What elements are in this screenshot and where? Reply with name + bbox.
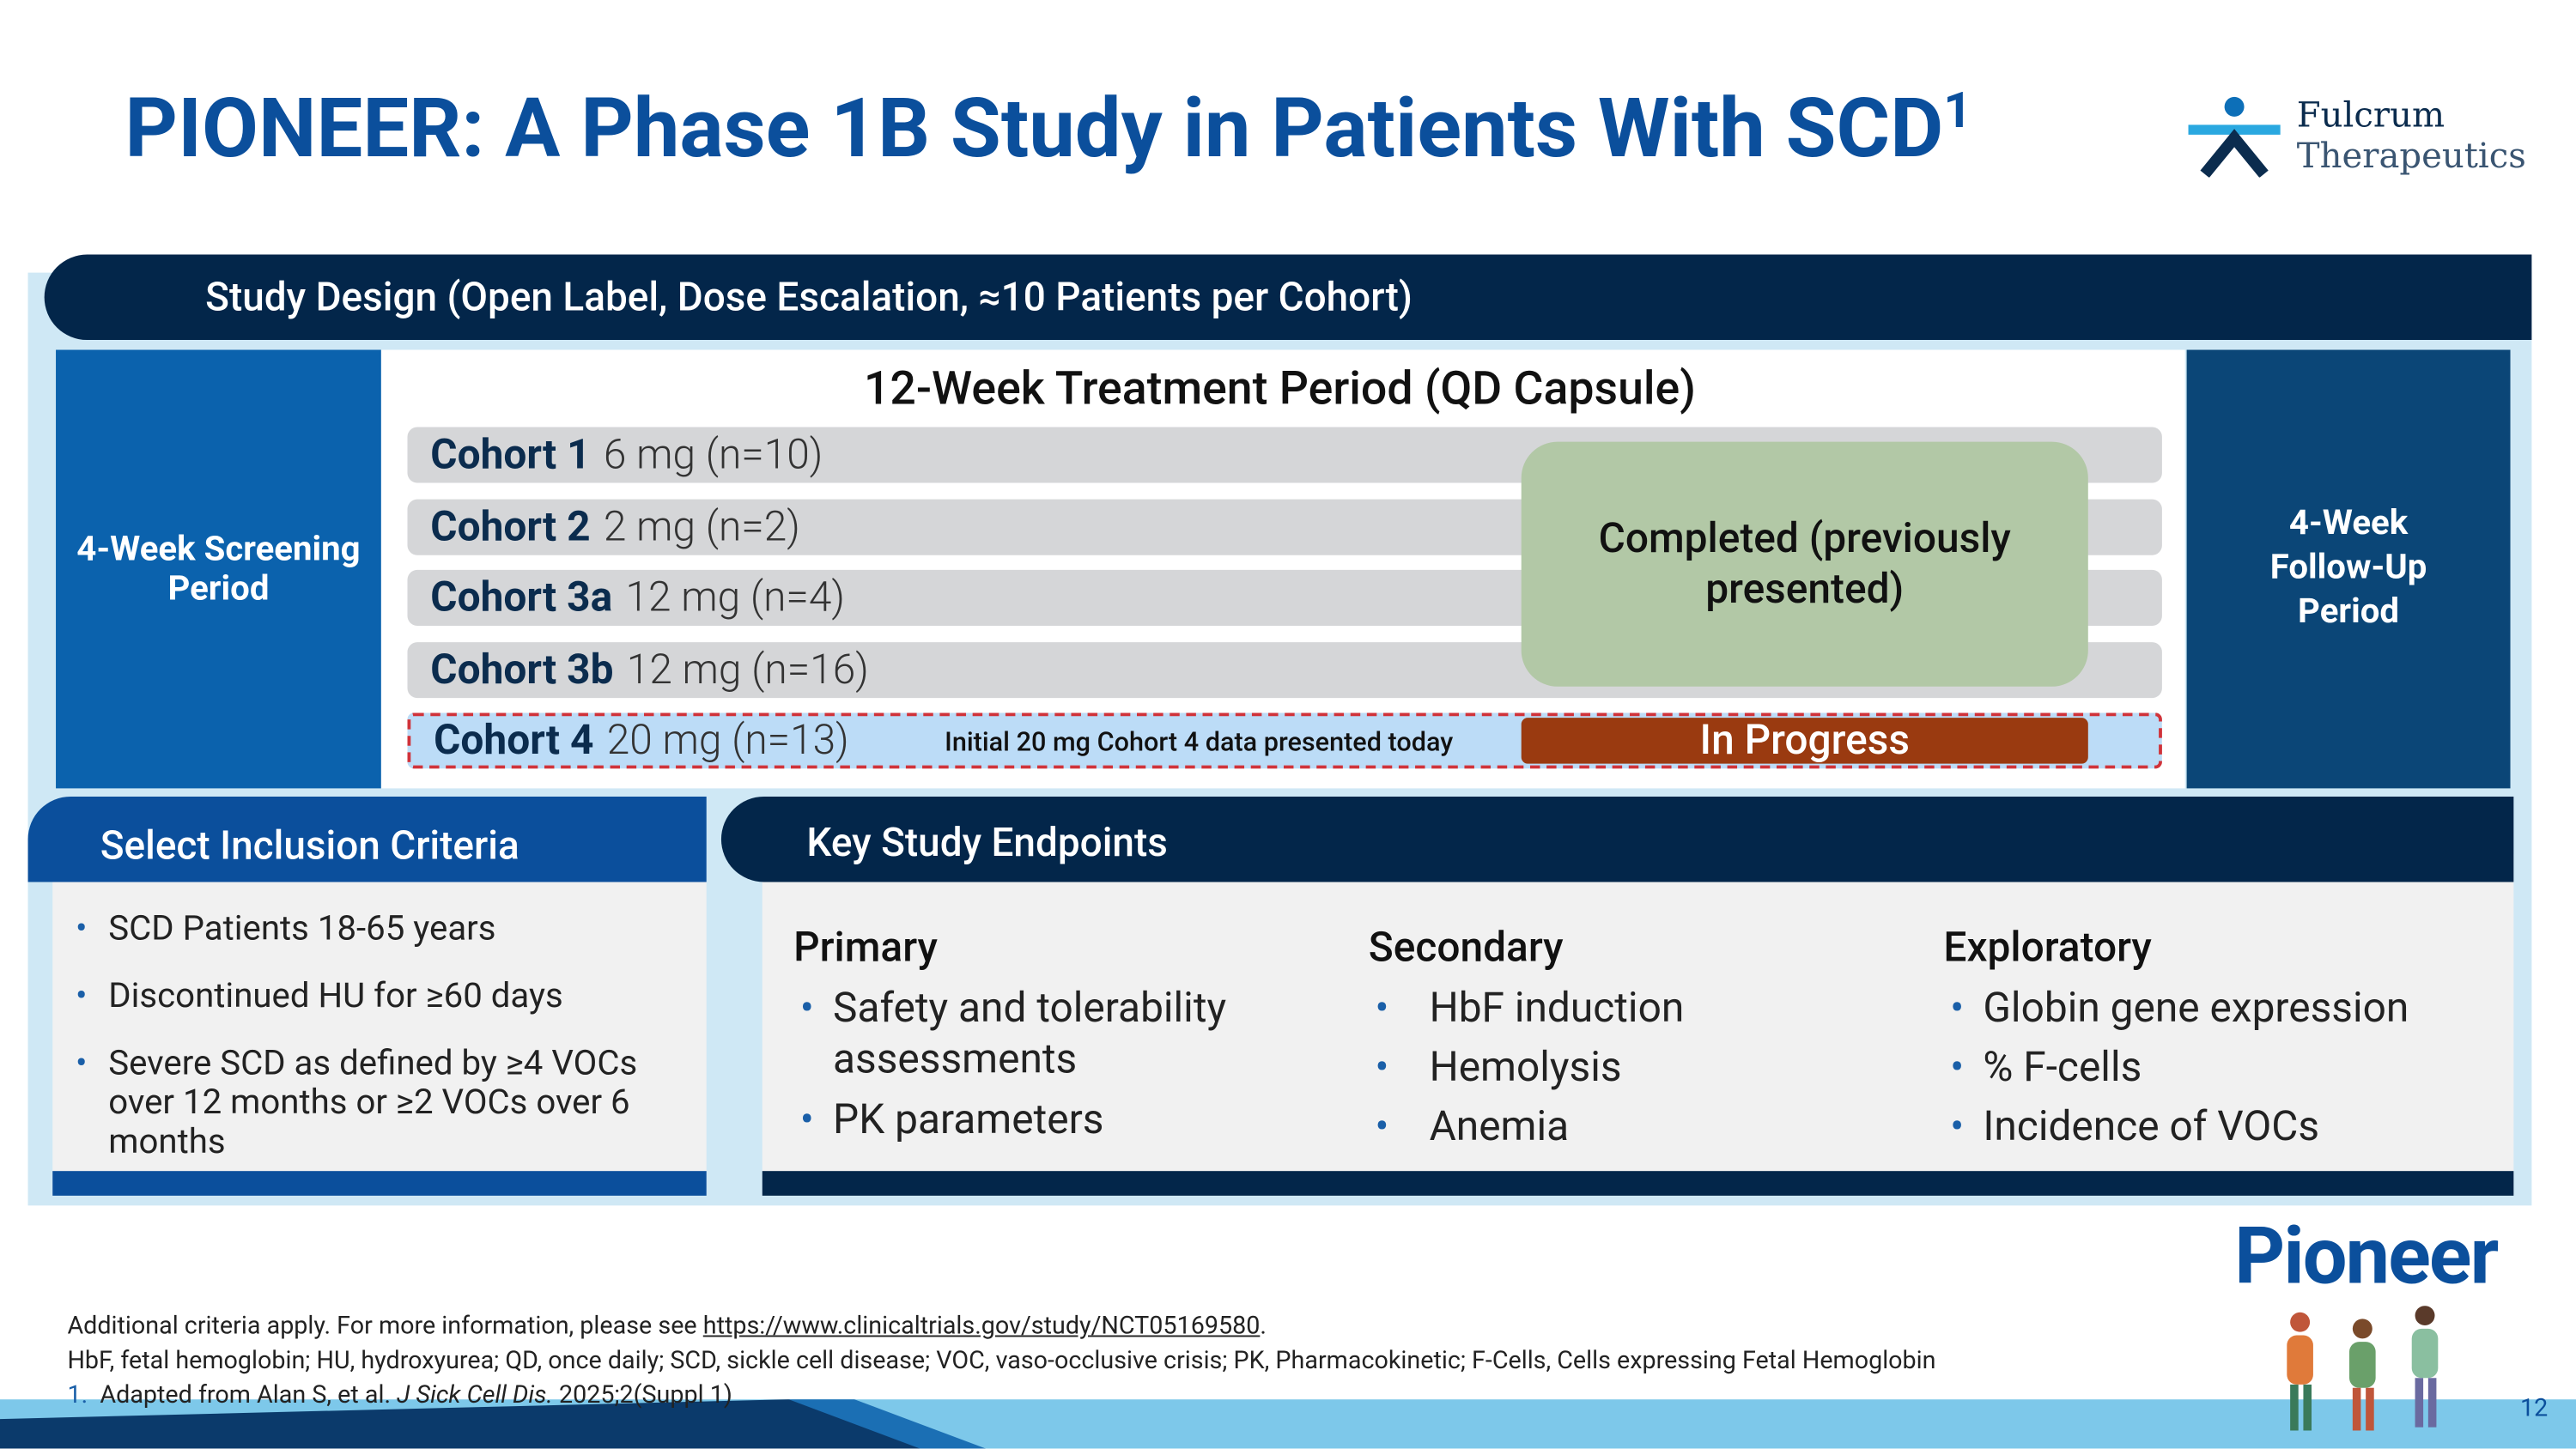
ref-journal: J Sick Cell Dis. bbox=[397, 1379, 553, 1410]
title-sup: 1 bbox=[1943, 82, 1972, 141]
endpoint-title: Secondary bbox=[1368, 925, 1564, 973]
endpoint-title: Primary bbox=[793, 925, 938, 973]
footnote-line: 1. Adapted from Alan S, et al. J Sick Ce… bbox=[67, 1378, 1935, 1412]
footnote-text: . bbox=[1260, 1310, 1267, 1341]
endpoint-title: Exploratory bbox=[1943, 925, 2152, 973]
cohort-name: Cohort 4 bbox=[434, 717, 594, 765]
title: PIONEER: A Phase 1B Study in Patients Wi… bbox=[125, 82, 1971, 178]
footnote-text: Additional criteria apply. For more info… bbox=[67, 1310, 703, 1341]
footnote-line: Additional criteria apply. For more info… bbox=[67, 1309, 1935, 1343]
endpoint-item: HbF induction bbox=[1369, 984, 1894, 1034]
cohort-name: Cohort 3b bbox=[430, 646, 614, 694]
treatment-title: 12-Week Treatment Period (QD Capsule) bbox=[863, 361, 1696, 416]
screening: 4-Week Screening Period bbox=[56, 349, 381, 789]
footer-band bbox=[0, 1399, 2576, 1449]
endpoint-item: Incidence of VOCs bbox=[1943, 1102, 2502, 1153]
link[interactable]: https://www.clinicaltrials.gov/study/NCT… bbox=[702, 1310, 1261, 1341]
title-text: PIONEER: A Phase 1B Study in Patients Wi… bbox=[125, 82, 1944, 178]
in-progress: In Progress bbox=[1521, 717, 2088, 765]
inclusion-item: SCD Patients 18-65 years bbox=[69, 910, 702, 949]
endpoint-item: Anemia bbox=[1369, 1102, 1894, 1153]
endpoint-item: Safety and tolerability assessments bbox=[793, 984, 1286, 1086]
footnotes: Additional criteria apply. For more info… bbox=[67, 1309, 1935, 1413]
endpoint-item: % F-cells bbox=[1943, 1043, 2502, 1094]
follow-up: 4-Week Follow-Up Period bbox=[2186, 349, 2511, 789]
endpoint-column: Exploratory Globin gene expression % F-ce… bbox=[1943, 923, 2502, 1153]
page-number: 12 bbox=[2520, 1392, 2549, 1422]
fulcrum-logo: Fulcrum Therapeutics bbox=[2297, 95, 2526, 178]
inclusion-list: SCD Patients 18-65 years Discontinued HU… bbox=[69, 910, 702, 1163]
endpoints-heading: Key Study Endpoints bbox=[720, 796, 2514, 882]
endpoint-item: PK parameters bbox=[793, 1095, 1286, 1146]
completed: Completed (previously presented) bbox=[1521, 441, 2088, 687]
fulcrum-icon bbox=[2188, 96, 2281, 178]
pioneer-logo: Pioneer bbox=[2234, 1209, 2499, 1303]
logo-line1: Fulcrum bbox=[2296, 94, 2445, 135]
cohort-dose: 12 mg (n=16) bbox=[626, 646, 869, 694]
logo-line2: Therapeutics bbox=[2296, 136, 2526, 176]
ref-text: 2025;2(Suppl 1) bbox=[558, 1379, 732, 1410]
footnote-line: HbF, fetal hemoglobin; HU, hydroxyurea; … bbox=[67, 1344, 1936, 1375]
ref-number: 1. bbox=[67, 1379, 88, 1410]
cohort4-note: Initial 20 mg Cohort 4 data presented to… bbox=[945, 725, 1454, 758]
design-heading: Study Design (Open Label, Dose Escalatio… bbox=[44, 254, 2532, 341]
inclusion-item: Severe SCD as defined by ≥4 VOCs over 12… bbox=[69, 1045, 702, 1163]
ref-text: Adapted from Alan S, et al. bbox=[100, 1379, 392, 1410]
inclusion-item: Discontinued HU for ≥60 days bbox=[69, 977, 702, 1016]
inclusion-heading: Select Inclusion Criteria bbox=[27, 796, 707, 882]
cohort-name: Cohort 3a bbox=[430, 573, 613, 622]
pioneer-figures bbox=[2287, 1306, 2439, 1431]
cohort-dose: 6 mg (n=10) bbox=[603, 431, 823, 479]
cohort-dose: 2 mg (n=2) bbox=[603, 503, 800, 551]
endpoint-column: Secondary HbF induction Hemolysis Anemia bbox=[1369, 923, 1894, 1153]
cohort-name: Cohort 2 bbox=[430, 503, 591, 551]
endpoint-column: Primary Safety and tolerability assessme… bbox=[793, 923, 1286, 1146]
endpoint-item: Globin gene expression bbox=[1943, 984, 2502, 1034]
cohort-name: Cohort 1 bbox=[430, 431, 591, 479]
endpoint-item: Hemolysis bbox=[1369, 1043, 1894, 1094]
cohort-dose: 12 mg (n=4) bbox=[625, 573, 846, 622]
cohort-dose: 20 mg (n=13) bbox=[606, 717, 849, 765]
